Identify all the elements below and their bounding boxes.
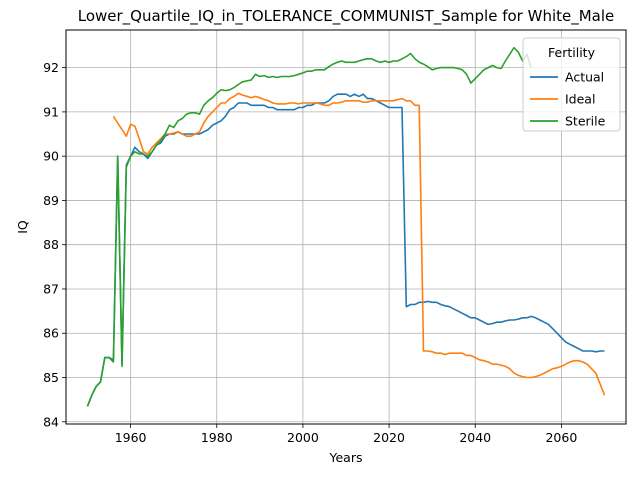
x-tick-label: 2040 [459,430,491,445]
x-tick-label: 1960 [115,430,147,445]
y-tick-label: 84 [43,414,59,429]
legend: Fertility Actual Ideal Sterile [522,37,621,132]
y-tick-label: 91 [43,104,59,119]
chart-title: Lower_Quartile_IQ_in_TOLERANCE_COMMUNIST… [78,7,615,26]
y-tick-label: 87 [43,281,59,296]
y-tick-label: 92 [43,60,59,75]
x-tick-label: 2060 [545,430,577,445]
axis-ticks: 1960 1980 2000 2020 2040 2060 84 85 86 87 88 89 90 91… [43,60,577,445]
y-tick-label: 85 [43,370,59,385]
legend-box [522,37,621,132]
y-tick-label: 86 [43,326,59,341]
plot-frame [65,29,627,425]
y-tick-label: 90 [43,149,59,164]
y-tick-label: 89 [43,193,59,208]
y-tick-label: 88 [43,237,59,252]
legend-label-ideal: Ideal [565,92,595,107]
x-axis-label: Years [329,450,363,465]
series-line-ideal [112,92,606,396]
x-tick-label: 2000 [287,430,319,445]
series-line-sterile [86,46,532,407]
series-lines [86,46,606,407]
legend-title: Fertility [548,45,596,60]
series-line-actual [86,93,605,407]
x-tick-label: 1980 [201,430,233,445]
y-axis-label: IQ [15,220,30,234]
legend-label-actual: Actual [565,70,604,85]
x-tick-label: 2020 [373,430,405,445]
legend-label-sterile: Sterile [565,114,606,129]
